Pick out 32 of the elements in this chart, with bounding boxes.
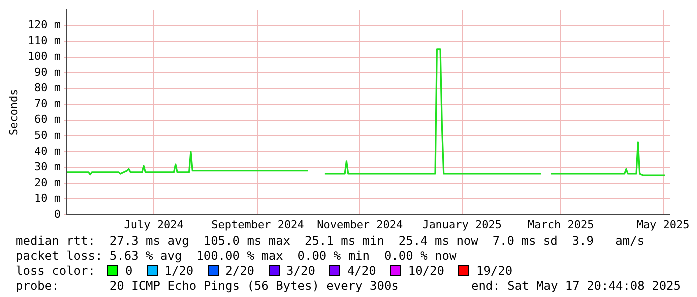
x-tick-label: March 2025 [528, 218, 594, 232]
y-tick-label: 110 m [28, 34, 62, 48]
text: 1/20 [164, 264, 194, 278]
text: 2/20 [226, 264, 255, 278]
x-tick-label: July 2024 [124, 218, 184, 232]
y-tick-label: 40 m [34, 144, 62, 158]
y-tick-label: 100 m [28, 50, 62, 64]
y-tick-label: 70 m [34, 97, 62, 110]
x-tick-label: November 2024 [317, 218, 404, 232]
text: 10/20 [408, 264, 444, 278]
text: 4/20 [347, 264, 376, 278]
text: probe: 20 ICMP Echo Pings (56 Bytes) every 300s [16, 279, 399, 293]
y-tick-label: 30 m [34, 160, 62, 174]
y-tick-label: 10 m [34, 192, 62, 206]
y-tick-label: 0 [54, 208, 61, 221]
x-tick-label: May 2025 [636, 218, 690, 232]
text: median rtt: 27.3 ms avg 105.0 ms max 25.1 ms min 25.4 ms now 7.0 ms sd 3.9 am/s [16, 234, 645, 248]
text: loss color: [16, 264, 96, 278]
text: 3/20 [286, 264, 316, 278]
y-tick-label: 80 m [34, 82, 62, 95]
text: packet loss: 5.63 % avg 100.00 % max 0.00 % min 0.00 % now [16, 249, 457, 263]
text: end: Sat May 17 20:44:08 2025 [471, 279, 681, 293]
x-tick-label: September 2024 [212, 218, 305, 232]
y-tick-label: 20 m [34, 176, 62, 190]
text: 19/20 [476, 264, 513, 278]
y-axis-title: Seconds [7, 89, 20, 136]
y-tick-label: 120 m [28, 18, 62, 32]
y-tick-label: 50 m [34, 129, 62, 142]
text: 0 [125, 264, 133, 278]
y-tick-label: 90 m [34, 66, 62, 79]
y-tick-label: 60 m [34, 113, 62, 126]
x-tick-label: January 2025 [422, 218, 502, 232]
